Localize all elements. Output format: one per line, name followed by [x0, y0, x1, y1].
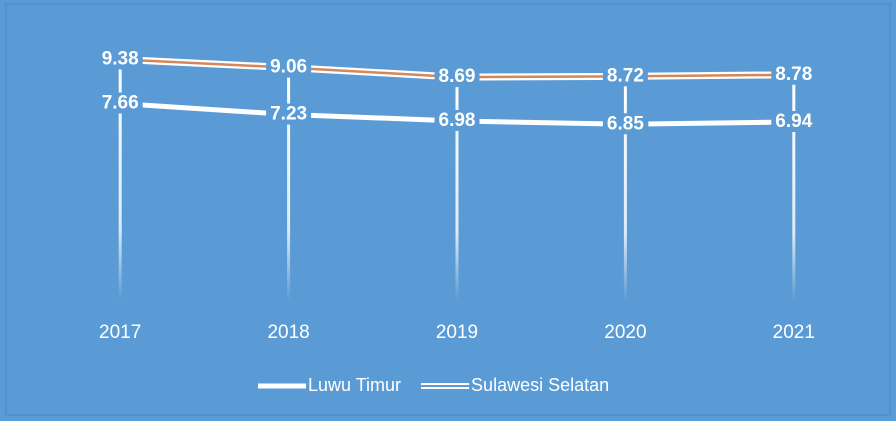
- data-label-bg: [771, 63, 817, 85]
- data-label: 6.98: [439, 110, 476, 131]
- data-label-bg: [266, 103, 312, 125]
- data-label-group: 6.94: [771, 110, 817, 132]
- data-label-group: 7.23: [266, 103, 312, 125]
- drop-line: [792, 74, 796, 300]
- data-label-bg: [602, 65, 648, 87]
- x-tick-label: 2019: [436, 322, 478, 343]
- legend-label: Sulawesi Selatan: [471, 375, 609, 395]
- data-label-group: 8.78: [771, 63, 817, 85]
- x-tick-label: 2020: [604, 322, 646, 343]
- data-label-bg: [771, 110, 817, 132]
- data-label: 9.38: [102, 48, 139, 69]
- data-label-group: 8.72: [602, 65, 648, 87]
- data-label: 6.94: [775, 111, 812, 132]
- drop-line: [623, 76, 627, 300]
- x-tick-label: 2018: [267, 322, 309, 343]
- data-label-group: 6.85: [602, 113, 649, 135]
- data-label: 8.78: [775, 64, 812, 85]
- x-tick-label: 2021: [773, 322, 815, 343]
- data-label: 8.72: [607, 65, 644, 86]
- data-label-bg: [434, 66, 480, 88]
- data-label: 7.66: [102, 93, 139, 114]
- data-label-group: 8.69: [434, 66, 480, 88]
- data-label: 9.06: [270, 57, 307, 78]
- data-label-bg: [97, 48, 143, 70]
- data-label-group: 7.66: [97, 92, 143, 114]
- drop-line: [455, 77, 459, 300]
- data-label-bg: [97, 92, 143, 114]
- drop-line: [287, 67, 291, 300]
- legend-label: Luwu Timur: [308, 375, 401, 395]
- data-label: 7.23: [270, 104, 307, 125]
- data-label-group: 9.38: [97, 48, 143, 70]
- data-label: 8.69: [439, 66, 476, 87]
- drop-line: [118, 59, 122, 300]
- data-label-bg: [266, 56, 312, 78]
- chart-border: [5, 3, 891, 416]
- x-tick-label: 2017: [99, 322, 141, 343]
- data-label-group: 6.98: [434, 109, 480, 131]
- data-label-bg: [434, 109, 480, 131]
- data-label-bg: [602, 113, 649, 135]
- data-label: 6.85: [607, 113, 644, 134]
- data-label-group: 9.06: [266, 56, 312, 78]
